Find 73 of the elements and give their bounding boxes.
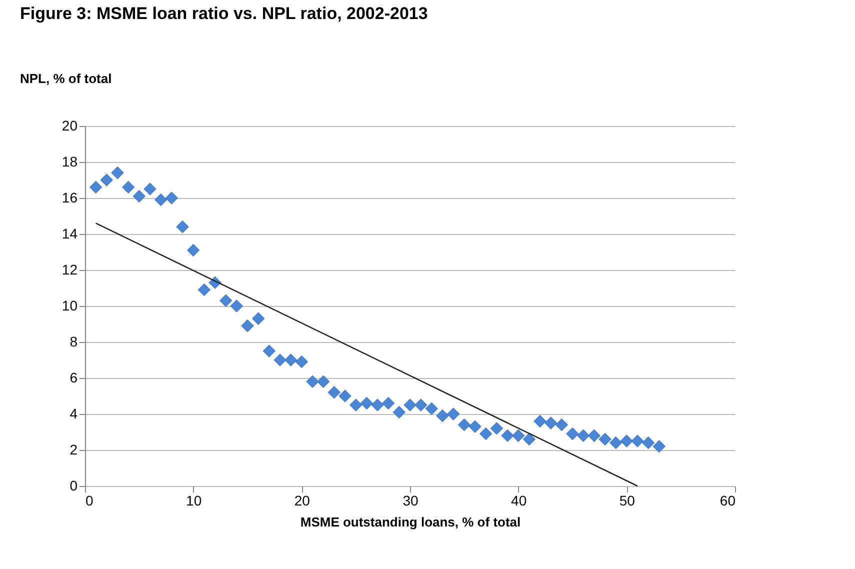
- point: [501, 429, 514, 442]
- point: [512, 429, 525, 442]
- point: [241, 319, 254, 332]
- point: [382, 396, 395, 410]
- x-tick-label: 30: [402, 492, 418, 508]
- point: [219, 294, 232, 307]
- point: [316, 375, 330, 388]
- point: [555, 418, 568, 432]
- y-tick-label: 6: [70, 370, 78, 386]
- point: [436, 409, 449, 422]
- point: [371, 398, 384, 412]
- point: [576, 429, 590, 442]
- x-tick-label: 10: [186, 492, 202, 508]
- point: [111, 166, 124, 180]
- point: [544, 416, 558, 430]
- point: [360, 396, 374, 410]
- point: [534, 414, 546, 428]
- point: [230, 300, 244, 312]
- y-tick-label: 12: [62, 262, 78, 278]
- y-tick-label: 14: [62, 226, 78, 242]
- chart-title: Figure 3: MSME loan ratio vs. NPL ratio, 2002-2013: [20, 4, 428, 23]
- point: [620, 434, 634, 448]
- x-tick-label: 20: [294, 492, 310, 508]
- point: [458, 418, 471, 432]
- x-tick-label: 50: [619, 492, 636, 508]
- y-tick-label: 4: [70, 406, 78, 422]
- point: [490, 422, 504, 435]
- point: [425, 402, 438, 415]
- y-tick-label: 18: [62, 154, 78, 170]
- point: [522, 432, 536, 446]
- point: [652, 440, 666, 453]
- point: [252, 312, 265, 325]
- point: [631, 434, 644, 448]
- point: [198, 283, 211, 296]
- point: [89, 180, 102, 194]
- y-tick-label: 16: [62, 190, 78, 206]
- y-tick-label: 10: [62, 298, 78, 314]
- point: [176, 220, 189, 234]
- point: [295, 355, 308, 368]
- point: [262, 344, 276, 358]
- point: [598, 432, 612, 446]
- x-tick-label: 40: [511, 492, 527, 508]
- x-axis-title: MSME outstanding loans, % of total: [300, 514, 521, 530]
- point: [338, 390, 352, 402]
- point: [392, 406, 406, 419]
- point: [328, 386, 341, 399]
- point: [446, 408, 460, 420]
- point: [100, 174, 114, 186]
- point: [122, 180, 135, 194]
- point: [154, 193, 168, 206]
- point: [479, 427, 492, 440]
- point: [566, 427, 579, 440]
- point: [132, 190, 146, 203]
- point: [349, 398, 362, 412]
- x-tick-label: 60: [720, 492, 736, 508]
- x-tick-label: 0: [86, 492, 94, 508]
- point: [284, 354, 298, 366]
- point: [588, 429, 601, 442]
- point: [165, 192, 178, 204]
- point: [414, 398, 428, 412]
- y-tick-label: 2: [70, 442, 78, 458]
- point: [144, 182, 156, 196]
- y-tick-label: 0: [70, 478, 78, 494]
- point: [306, 375, 319, 388]
- y-tick-label: 8: [70, 334, 78, 350]
- point: [609, 436, 622, 450]
- point: [404, 398, 416, 412]
- y-axis-title: NPL, % of total: [20, 71, 112, 86]
- point: [642, 436, 655, 450]
- point: [186, 244, 200, 257]
- y-tick-label: 20: [62, 118, 78, 134]
- point: [274, 354, 286, 366]
- point: [468, 420, 482, 433]
